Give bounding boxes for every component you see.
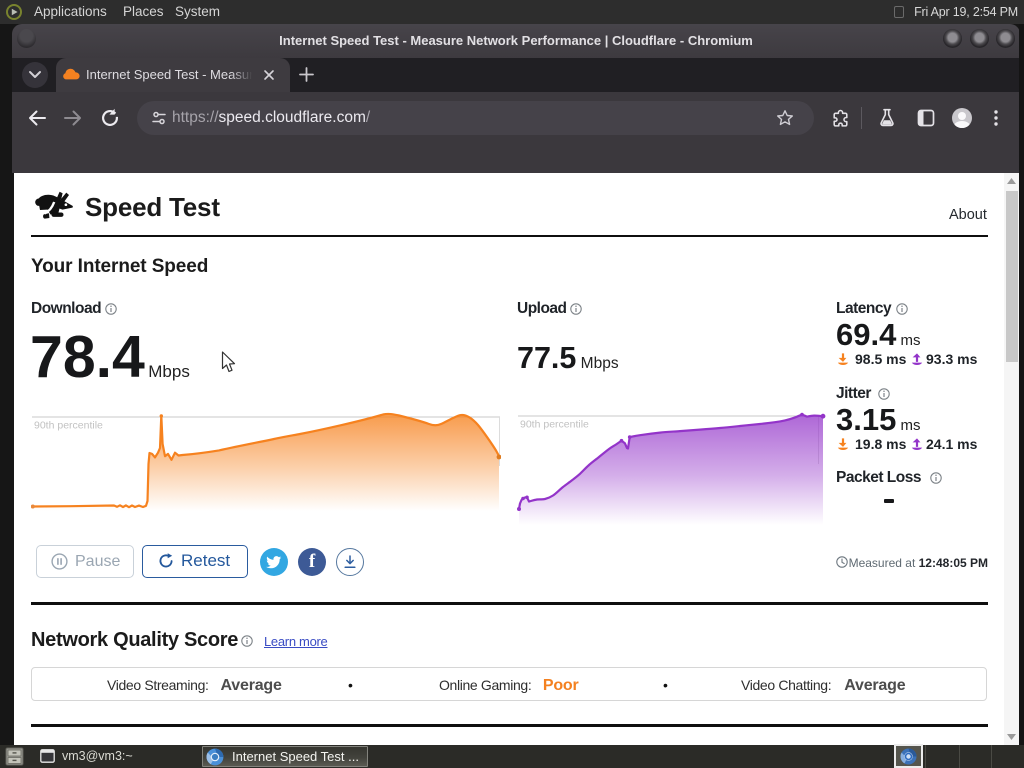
svg-text:90th percentile: 90th percentile xyxy=(520,419,589,431)
svg-text:90th percentile: 90th percentile xyxy=(34,420,103,432)
